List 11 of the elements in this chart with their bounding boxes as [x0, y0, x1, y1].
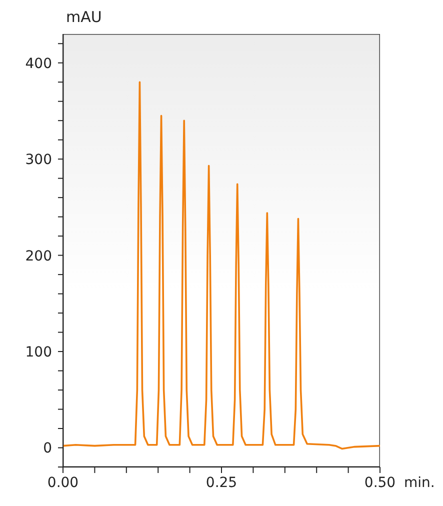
- x-tick-label: 0.00: [47, 474, 79, 491]
- x-axis-title: min.: [404, 475, 435, 491]
- y-tick-label: 100: [25, 344, 52, 361]
- y-axis-title: mAU: [66, 8, 102, 26]
- y-tick-label: 300: [25, 152, 52, 168]
- line-series: [63, 81, 380, 450]
- y-tick-label: 400: [25, 56, 52, 72]
- y-tick-label: 200: [25, 248, 52, 264]
- y-tick-label: 0: [43, 440, 52, 457]
- x-tick-label: 0.25: [206, 474, 238, 491]
- x-tick-label: 0.50: [364, 474, 396, 491]
